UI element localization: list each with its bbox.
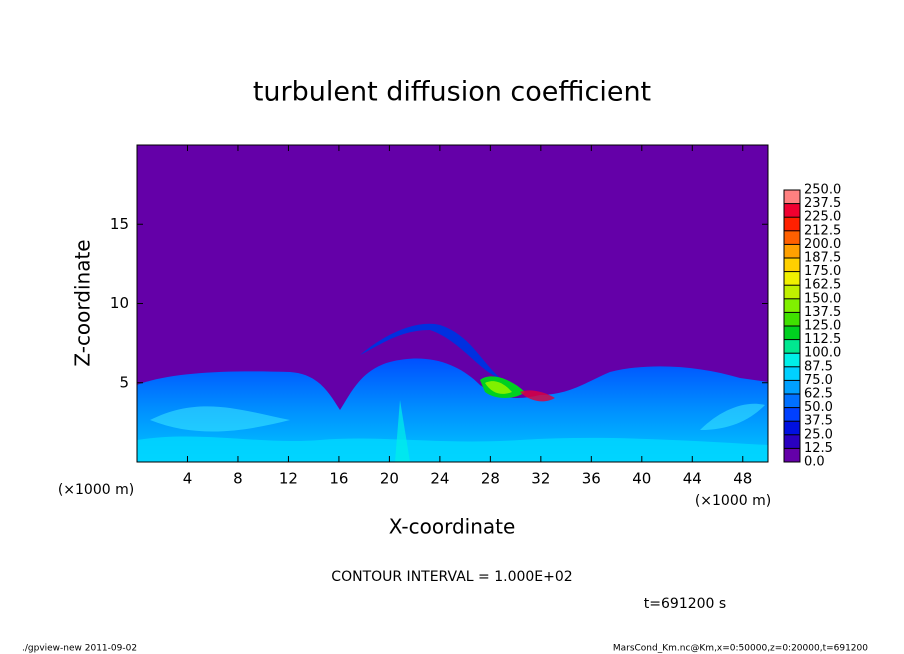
colorbar-label: 150.0 bbox=[804, 291, 841, 306]
x-tick-label: 28 bbox=[481, 470, 500, 488]
field bbox=[137, 323, 768, 462]
colorbar-bin bbox=[784, 244, 800, 258]
colorbar-bin bbox=[784, 407, 800, 422]
colorbar-bin bbox=[784, 326, 800, 340]
y-tick-label: 5 bbox=[119, 373, 129, 391]
footer-left: ./gpview-new 2011-09-02 bbox=[22, 644, 137, 654]
x-tick-label: 32 bbox=[531, 470, 550, 488]
colorbar-label: 162.5 bbox=[804, 278, 841, 293]
colorbar-label: 125.0 bbox=[804, 319, 841, 334]
colorbar-label: 100.0 bbox=[804, 346, 841, 361]
x-tick-label: 12 bbox=[279, 470, 298, 488]
colorbar-bin bbox=[784, 298, 800, 313]
colorbar-label: 37.5 bbox=[804, 414, 833, 429]
x-unit: (×1000 m) bbox=[695, 493, 771, 509]
x-tick-label: 36 bbox=[582, 470, 601, 488]
y-tick-label: 10 bbox=[110, 294, 129, 312]
colorbar-bin bbox=[784, 366, 800, 381]
x-tick-label: 20 bbox=[380, 470, 399, 488]
colorbar-bin bbox=[784, 217, 800, 231]
x-tick-label: 4 bbox=[183, 470, 193, 488]
colorbar-label: 12.5 bbox=[804, 441, 833, 456]
colorbar-bin bbox=[784, 339, 800, 354]
x-tick-label: 48 bbox=[733, 470, 752, 488]
y-tick-label: 15 bbox=[110, 215, 129, 233]
contour-interval: CONTOUR INTERVAL = 1.000E+02 bbox=[331, 569, 572, 585]
colorbar-label: 175.0 bbox=[804, 264, 841, 279]
footer-right: MarsCond_Km.nc@Km,x=0:50000,z=0:20000,t=… bbox=[613, 644, 868, 654]
colorbar-label: 212.5 bbox=[804, 223, 841, 238]
colorbar-label: 87.5 bbox=[804, 359, 833, 374]
colorbar-label: 237.5 bbox=[804, 196, 841, 211]
colorbar-label: 50.0 bbox=[804, 400, 833, 415]
x-tick-label: 40 bbox=[632, 470, 651, 488]
colorbar-bin bbox=[784, 190, 800, 204]
colorbar-label: 250.0 bbox=[804, 183, 841, 198]
chart-title: turbulent diffusion coefficient bbox=[253, 77, 651, 108]
colorbar-label: 137.5 bbox=[804, 305, 841, 320]
x-axis-label: X-coordinate bbox=[389, 515, 516, 539]
colorbar-label: 75.0 bbox=[804, 373, 833, 388]
colorbar-bin bbox=[784, 230, 800, 245]
time-label: t=691200 s bbox=[644, 596, 726, 612]
colorbar-label: 112.5 bbox=[804, 332, 841, 347]
colorbar-bin bbox=[784, 353, 800, 367]
colorbar-bin bbox=[784, 380, 800, 394]
x-tick-label: 24 bbox=[430, 470, 449, 488]
colorbar-bin bbox=[784, 394, 800, 408]
colorbar-bin bbox=[784, 271, 800, 286]
x-tick-label: 8 bbox=[233, 470, 243, 488]
colorbar-label: 0.0 bbox=[804, 455, 825, 470]
colorbar-bin bbox=[784, 421, 800, 435]
colorbar-label: 225.0 bbox=[804, 210, 841, 225]
colorbar-label: 62.5 bbox=[804, 387, 833, 402]
y-axis-label: Z-coordinate bbox=[71, 239, 95, 366]
colorbar-label: 200.0 bbox=[804, 237, 841, 252]
colorbar-label: 25.0 bbox=[804, 427, 833, 442]
colorbar-bin bbox=[784, 258, 800, 272]
colorbar-bin bbox=[784, 312, 800, 326]
x-tick-label: 44 bbox=[683, 470, 702, 488]
x-tick-label: 16 bbox=[329, 470, 348, 488]
colorbar-bin bbox=[784, 203, 800, 218]
colorbar-label: 187.5 bbox=[804, 251, 841, 266]
colorbar-bin bbox=[784, 285, 800, 299]
colorbar-bin bbox=[784, 434, 800, 449]
colorbar-bin bbox=[784, 448, 800, 462]
x-unit: (×1000 m) bbox=[58, 482, 134, 498]
